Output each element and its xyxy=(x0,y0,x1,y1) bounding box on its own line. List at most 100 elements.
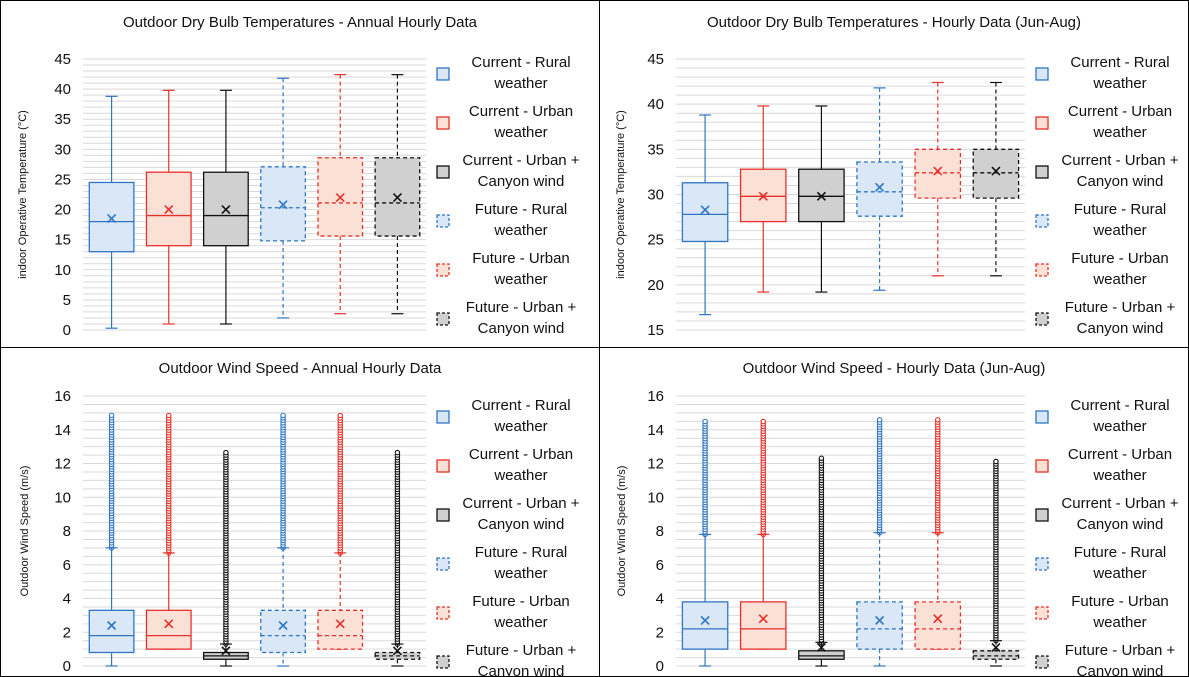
legend-swatch xyxy=(1035,410,1049,424)
legend-label: Current - Urban + xyxy=(462,495,579,512)
mean-marker xyxy=(700,615,710,626)
box-5 xyxy=(317,74,364,315)
legend-label: Canyon wind xyxy=(478,320,565,337)
mean-marker xyxy=(164,204,174,215)
outlier-point xyxy=(223,449,229,456)
outlier-point xyxy=(818,455,825,462)
mean-marker xyxy=(107,214,117,224)
legend-label: Future - Urban xyxy=(472,593,570,610)
mean-marker xyxy=(392,192,402,203)
chart-summer-wind: Outdoor Wind Speed - Hourly Data (Jun-Au… xyxy=(616,360,1179,676)
legend-label: Canyon wind xyxy=(478,173,565,190)
legend-label: weather xyxy=(493,614,547,631)
outlier-point xyxy=(702,418,708,425)
legend-label: Future - Urban + xyxy=(466,642,577,659)
box-6 xyxy=(374,449,421,667)
y-tick-label: 20 xyxy=(647,277,664,294)
y-tick-label: 4 xyxy=(63,591,71,608)
box-iqr xyxy=(202,171,249,247)
box-iqr xyxy=(914,601,962,650)
y-tick-label: 0 xyxy=(63,658,71,675)
legend-label: weather xyxy=(493,271,547,288)
chart-annual-temperature: Outdoor Dry Bulb Temperatures - Annual H… xyxy=(17,14,580,339)
legend-swatch xyxy=(436,606,450,620)
box-5 xyxy=(914,417,962,650)
legend-swatch xyxy=(436,214,450,228)
y-tick-label: 16 xyxy=(54,388,71,405)
y-tick-label: 4 xyxy=(656,591,664,608)
legend-swatch xyxy=(436,165,450,179)
legend-swatch xyxy=(1035,557,1049,571)
box-2 xyxy=(739,418,787,650)
mean-marker xyxy=(991,642,1001,653)
box-5 xyxy=(914,81,962,277)
legend-swatch xyxy=(1035,508,1049,522)
box-iqr xyxy=(856,601,903,650)
legend-label: weather xyxy=(1092,418,1146,435)
mean-marker xyxy=(221,204,231,215)
legend-label: Future - Urban xyxy=(472,250,570,267)
y-tick-label: 25 xyxy=(647,232,664,249)
outlier-point xyxy=(993,458,999,465)
panel-annual-wind: Outdoor Wind Speed - Annual Hourly Data 0… xyxy=(0,347,600,677)
legend-swatch xyxy=(436,655,450,669)
chart-title: Outdoor Wind Speed - Annual Hourly Data xyxy=(159,360,442,377)
y-tick-label: 14 xyxy=(54,422,71,439)
mean-marker xyxy=(335,192,345,203)
legend-label: weather xyxy=(1092,124,1146,141)
legend-label: Future - Urban xyxy=(1071,250,1169,267)
legend-swatch xyxy=(436,263,450,277)
legend-swatch xyxy=(436,557,450,571)
box-3 xyxy=(798,455,845,667)
outlier-point xyxy=(760,418,767,425)
mean-marker xyxy=(758,614,768,624)
box-4 xyxy=(260,77,307,319)
mean-marker xyxy=(107,620,117,631)
outlier-point xyxy=(280,412,286,419)
legend-label: weather xyxy=(493,565,547,582)
y-tick-label: 8 xyxy=(63,523,71,540)
box-3 xyxy=(202,89,249,325)
chart-title: Outdoor Dry Bulb Temperatures - Hourly D… xyxy=(707,14,1081,31)
y-tick-label: 5 xyxy=(63,292,71,309)
mean-marker xyxy=(875,615,885,626)
legend-label: weather xyxy=(1092,75,1146,92)
legend-label: Current - Urban + xyxy=(1061,152,1178,169)
box-iqr xyxy=(914,148,962,199)
y-tick-label: 10 xyxy=(647,489,664,506)
legend-label: weather xyxy=(493,467,547,484)
y-tick-label: 12 xyxy=(647,456,664,473)
mean-marker xyxy=(392,646,402,656)
box-iqr xyxy=(88,609,135,654)
box-6 xyxy=(972,81,1020,277)
legend-label: Future - Urban + xyxy=(466,299,577,316)
outlier-point xyxy=(337,412,343,419)
legend-label: Canyon wind xyxy=(1077,663,1164,676)
outlier-point xyxy=(934,417,941,423)
box-2 xyxy=(145,412,192,650)
y-tick-label: 12 xyxy=(54,456,71,473)
y-tick-label: 2 xyxy=(63,624,71,641)
box-1 xyxy=(681,114,729,316)
y-tick-label: 2 xyxy=(656,624,664,641)
legend-label: Current - Urban xyxy=(469,446,573,463)
legend-label: Current - Urban xyxy=(1068,446,1172,463)
legend-label: Future - Rural xyxy=(475,201,568,218)
legend-swatch xyxy=(436,116,450,130)
legend-label: Canyon wind xyxy=(478,516,565,533)
box-iqr xyxy=(739,601,787,650)
box-2 xyxy=(739,105,787,293)
box-6 xyxy=(972,458,1020,667)
panel-annual-temperature: Outdoor Dry Bulb Temperatures - Annual H… xyxy=(0,0,600,348)
y-tick-label: 20 xyxy=(54,202,71,219)
mean-marker xyxy=(991,166,1001,176)
box-iqr xyxy=(798,650,845,660)
legend-swatch xyxy=(436,312,450,326)
legend-swatch xyxy=(1035,459,1049,473)
legend-label: Future - Urban xyxy=(1071,593,1169,610)
legend-label: Future - Rural xyxy=(475,544,568,561)
y-tick-label: 10 xyxy=(54,489,71,506)
legend-label: Current - Rural xyxy=(1070,54,1169,71)
legend-label: Future - Rural xyxy=(1074,544,1167,561)
